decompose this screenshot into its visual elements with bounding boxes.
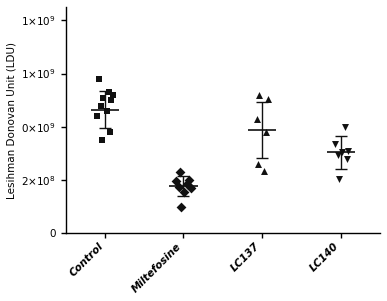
Point: [108, 98, 114, 103]
Point: [186, 178, 192, 182]
Point: [265, 96, 271, 101]
Point: [98, 103, 104, 108]
Point: [336, 176, 342, 181]
Point: [263, 130, 269, 135]
Y-axis label: Lesihman Donovan Unit (LDU): Lesihman Donovan Unit (LDU): [7, 42, 17, 199]
Point: [188, 186, 194, 191]
Point: [261, 168, 267, 173]
Point: [181, 190, 187, 194]
Point: [176, 184, 182, 189]
Point: [342, 124, 349, 129]
Point: [334, 152, 341, 157]
Point: [183, 182, 190, 187]
Point: [256, 92, 262, 97]
Point: [339, 150, 345, 154]
Point: [173, 179, 180, 184]
Point: [106, 90, 112, 95]
Point: [100, 95, 106, 100]
Point: [104, 108, 110, 113]
Point: [178, 204, 184, 209]
Point: [106, 130, 113, 135]
Point: [255, 162, 261, 166]
Point: [94, 114, 100, 119]
Point: [110, 92, 116, 97]
Point: [345, 148, 351, 153]
Point: [99, 138, 105, 143]
Point: [177, 170, 183, 175]
Point: [332, 142, 338, 147]
Point: [254, 116, 260, 121]
Point: [96, 76, 102, 81]
Point: [344, 157, 350, 161]
